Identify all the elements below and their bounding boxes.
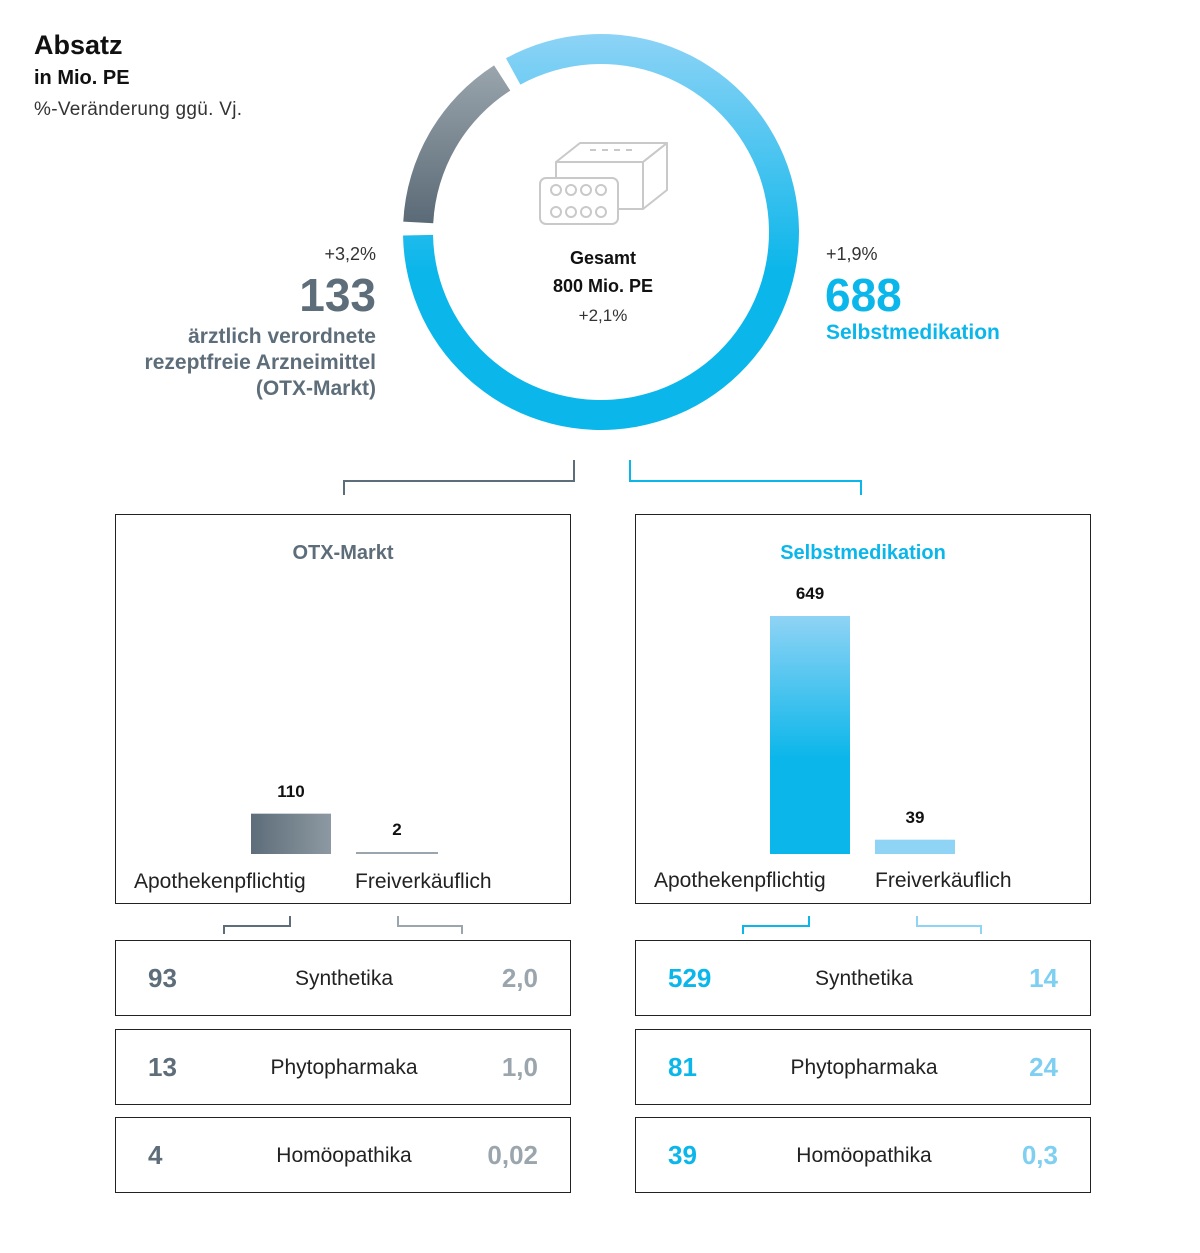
otx-homoeopathika-apothekenpflichtig: 4 <box>148 1140 163 1170</box>
sm-synthetika-freiverkaeuflich: 14 <box>1029 963 1058 993</box>
connector-otx <box>343 460 575 495</box>
sm-category-apothekenpflichtig: Apothekenpflichtig <box>654 869 826 892</box>
bar-value-label-otx-apothekenpflichtig: 110 <box>277 781 305 801</box>
otx-label-line-3: (OTX-Markt) <box>255 377 376 400</box>
otx-phytopharmaka-freiverkaeuflich: 1,0 <box>501 1052 538 1082</box>
sm-phytopharmaka-category: Phytopharmaka <box>790 1056 938 1079</box>
bracket-sm-apothekenpflichtig <box>742 916 810 934</box>
otx-category-apothekenpflichtig: Apothekenpflichtig <box>134 870 306 893</box>
otx-row-homoeopathika: 4 Homöopathika 0,02 <box>115 1117 571 1193</box>
otx-row-synthetika: 93 Synthetika 2,0 <box>115 940 571 1016</box>
otx-synthetika-category: Synthetika <box>294 967 394 990</box>
bar-selbstmedikation-apothekenpflichtig <box>770 616 850 854</box>
bracket-otx-freiverkaeuflich <box>397 916 463 934</box>
otx-homoeopathika-freiverkaeuflich: 0,02 <box>487 1140 538 1170</box>
sm-homoeopathika-freiverkaeuflich: 0,3 <box>1021 1140 1058 1170</box>
selbstmedikation-change: +1,9% <box>826 244 878 264</box>
otx-label-line-1: ärztlich verordnete <box>188 325 376 348</box>
page-subtitle: in Mio. PE <box>34 67 130 89</box>
donut-center-change: +2,1% <box>578 306 628 325</box>
medicine-blister-pack-icon <box>539 142 668 225</box>
otx-synthetika-apothekenpflichtig: 93 <box>148 963 177 993</box>
otx-panel-title: OTX-Markt <box>292 542 394 564</box>
sm-phytopharmaka-apothekenpflichtig: 81 <box>668 1052 697 1082</box>
otx-bar-panel <box>115 514 571 904</box>
donut-chart <box>343 34 862 495</box>
bracket-sm-freiverkaeuflich <box>916 916 982 934</box>
sm-homoeopathika-category: Homöopathika <box>796 1144 932 1167</box>
otx-phytopharmaka-category: Phytopharmaka <box>270 1056 418 1079</box>
donut-center-label: Gesamt <box>569 248 637 268</box>
otx-phytopharmaka-apothekenpflichtig: 13 <box>148 1052 177 1082</box>
bar-selbstmedikation-freiverkaeuflich <box>875 839 955 854</box>
sm-row-synthetika: 529 Synthetika 14 <box>635 940 1091 1016</box>
bracket-otx-apothekenpflichtig <box>223 916 291 934</box>
donut-center-total: 800 Mio. PE <box>552 276 654 296</box>
otx-change: +3,2% <box>324 244 376 264</box>
sm-homoeopathika-apothekenpflichtig: 39 <box>668 1140 697 1170</box>
sm-category-freiverkaeuflich: Freiverkäuflich <box>875 869 1012 892</box>
otx-category-freiverkaeuflich: Freiverkäuflich <box>355 870 492 893</box>
page-title: Absatz <box>34 30 123 60</box>
otx-segment-label: ärztlich verordnete rezeptfreie Arzneimi… <box>36 324 376 402</box>
selbstmedikation-segment-label: Selbstmedikation <box>826 321 1000 344</box>
selbstmedikation-panel-title: Selbstmedikation <box>780 542 946 564</box>
selbstmedikation-bar-panel <box>635 514 1091 904</box>
otx-total-value: 133 <box>299 269 376 321</box>
bar-value-label-sm-freiverkaeuflich: 39 <box>905 807 925 827</box>
otx-label-line-2: rezeptfreie Arzneimittel <box>144 351 376 374</box>
donut-segment-otx <box>403 65 511 224</box>
otx-row-phytopharmaka: 13 Phytopharmaka 1,0 <box>115 1029 571 1105</box>
sm-phytopharmaka-freiverkaeuflich: 24 <box>1029 1052 1058 1082</box>
otx-homoeopathika-category: Homöopathika <box>276 1144 412 1167</box>
bar-value-label-sm-apothekenpflichtig: 649 <box>795 584 825 603</box>
connector-selbstmedikation <box>629 460 862 495</box>
selbstmedikation-total-value: 688 <box>825 269 902 321</box>
sm-synthetika-category: Synthetika <box>814 967 914 990</box>
change-note: %-Veränderung ggü. Vj. <box>34 99 243 120</box>
bar-otx-apothekenpflichtig <box>251 813 331 854</box>
sm-row-phytopharmaka: 81 Phytopharmaka 24 <box>635 1029 1091 1105</box>
bar-value-label-otx-freiverkaeuflich: 2 <box>392 820 402 839</box>
otx-synthetika-freiverkaeuflich: 2,0 <box>501 963 538 993</box>
sm-row-homoeopathika: 39 Homöopathika 0,3 <box>635 1117 1091 1193</box>
sm-synthetika-apothekenpflichtig: 529 <box>668 963 712 993</box>
bar-otx-freiverkaeuflich <box>356 852 438 854</box>
